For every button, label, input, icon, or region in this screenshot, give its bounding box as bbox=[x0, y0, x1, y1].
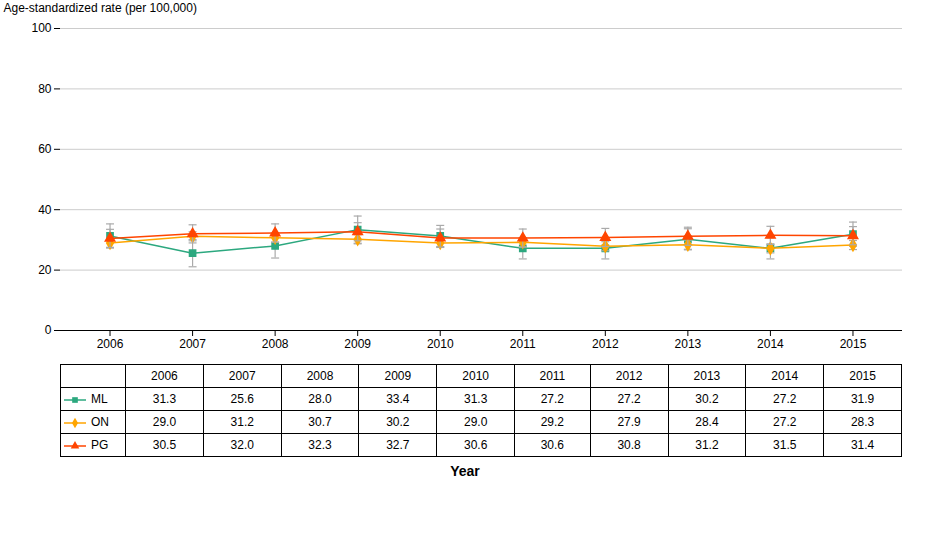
html-text:2014: 2014 bbox=[771, 369, 799, 383]
svg-text:2009: 2009 bbox=[344, 337, 371, 351]
html-text:30.5: 30.5 bbox=[152, 438, 177, 452]
svg-text:60: 60 bbox=[38, 142, 52, 156]
html-text:29.0: 29.0 bbox=[152, 415, 177, 429]
html-text:27.9: 27.9 bbox=[617, 415, 641, 429]
svg-text:100: 100 bbox=[31, 21, 51, 35]
html-text:30.2: 30.2 bbox=[386, 415, 410, 429]
html-text:ML: ML bbox=[91, 392, 108, 406]
html-text:25.6: 25.6 bbox=[230, 392, 254, 406]
svg-text:2012: 2012 bbox=[592, 337, 619, 351]
svg-text:40: 40 bbox=[38, 203, 52, 217]
html-text:31.9: 31.9 bbox=[850, 392, 875, 406]
html-text:Year: Year bbox=[450, 463, 480, 479]
html-text:31.3: 31.3 bbox=[152, 392, 177, 406]
html-text:27.2: 27.2 bbox=[617, 392, 641, 406]
svg-text:0: 0 bbox=[45, 323, 52, 337]
html-text:31.5: 31.5 bbox=[773, 438, 797, 452]
html-text:2007: 2007 bbox=[228, 369, 256, 383]
svg-text:2006: 2006 bbox=[97, 337, 124, 351]
html-text:27.2: 27.2 bbox=[773, 392, 797, 406]
svg-text:2015: 2015 bbox=[840, 337, 867, 351]
html-text:2008: 2008 bbox=[306, 369, 334, 383]
html-text:28.3: 28.3 bbox=[850, 415, 875, 429]
html-text:30.7: 30.7 bbox=[308, 415, 332, 429]
svg-text:2014: 2014 bbox=[757, 337, 784, 351]
html-text:2013: 2013 bbox=[693, 369, 721, 383]
html-text:28.0: 28.0 bbox=[308, 392, 332, 406]
html-text:2015: 2015 bbox=[849, 369, 876, 383]
html-text:2011: 2011 bbox=[539, 369, 566, 383]
html-text:32.3: 32.3 bbox=[308, 438, 332, 452]
svg-text:2013: 2013 bbox=[675, 337, 702, 351]
html-text:2010: 2010 bbox=[462, 369, 489, 383]
svg-text:Age-standardized rate (per 100: Age-standardized rate (per 100,000) bbox=[4, 1, 197, 15]
html-text:2006: 2006 bbox=[151, 369, 178, 383]
html-text:30.6: 30.6 bbox=[540, 438, 564, 452]
html-text:2012: 2012 bbox=[615, 369, 643, 383]
html-text:30.6: 30.6 bbox=[464, 438, 488, 452]
html-text:27.2: 27.2 bbox=[773, 415, 797, 429]
html-text:2009: 2009 bbox=[384, 369, 412, 383]
html-text:32.7: 32.7 bbox=[386, 438, 410, 452]
html-text:29.2: 29.2 bbox=[540, 415, 564, 429]
svg-text:2008: 2008 bbox=[262, 337, 289, 351]
html-text:ON: ON bbox=[91, 415, 109, 429]
html-text:31.2: 31.2 bbox=[230, 415, 254, 429]
html-text:PG: PG bbox=[91, 438, 109, 452]
html-text:31.3: 31.3 bbox=[464, 392, 488, 406]
svg-text:2011: 2011 bbox=[510, 337, 536, 351]
svg-text:2010: 2010 bbox=[427, 337, 454, 351]
html-text:32.0: 32.0 bbox=[230, 438, 254, 452]
html-text:29.0: 29.0 bbox=[464, 415, 488, 429]
svg-text:20: 20 bbox=[38, 263, 52, 277]
html-text:31.4: 31.4 bbox=[850, 438, 875, 452]
svg-text:80: 80 bbox=[38, 82, 52, 96]
svg-text:2007: 2007 bbox=[179, 337, 206, 351]
html-text:28.4: 28.4 bbox=[695, 415, 719, 429]
html-text:33.4: 33.4 bbox=[386, 392, 410, 406]
html-text:30.2: 30.2 bbox=[695, 392, 719, 406]
html-text:30.8: 30.8 bbox=[617, 438, 641, 452]
html-text:31.2: 31.2 bbox=[695, 438, 719, 452]
html-text:27.2: 27.2 bbox=[540, 392, 564, 406]
